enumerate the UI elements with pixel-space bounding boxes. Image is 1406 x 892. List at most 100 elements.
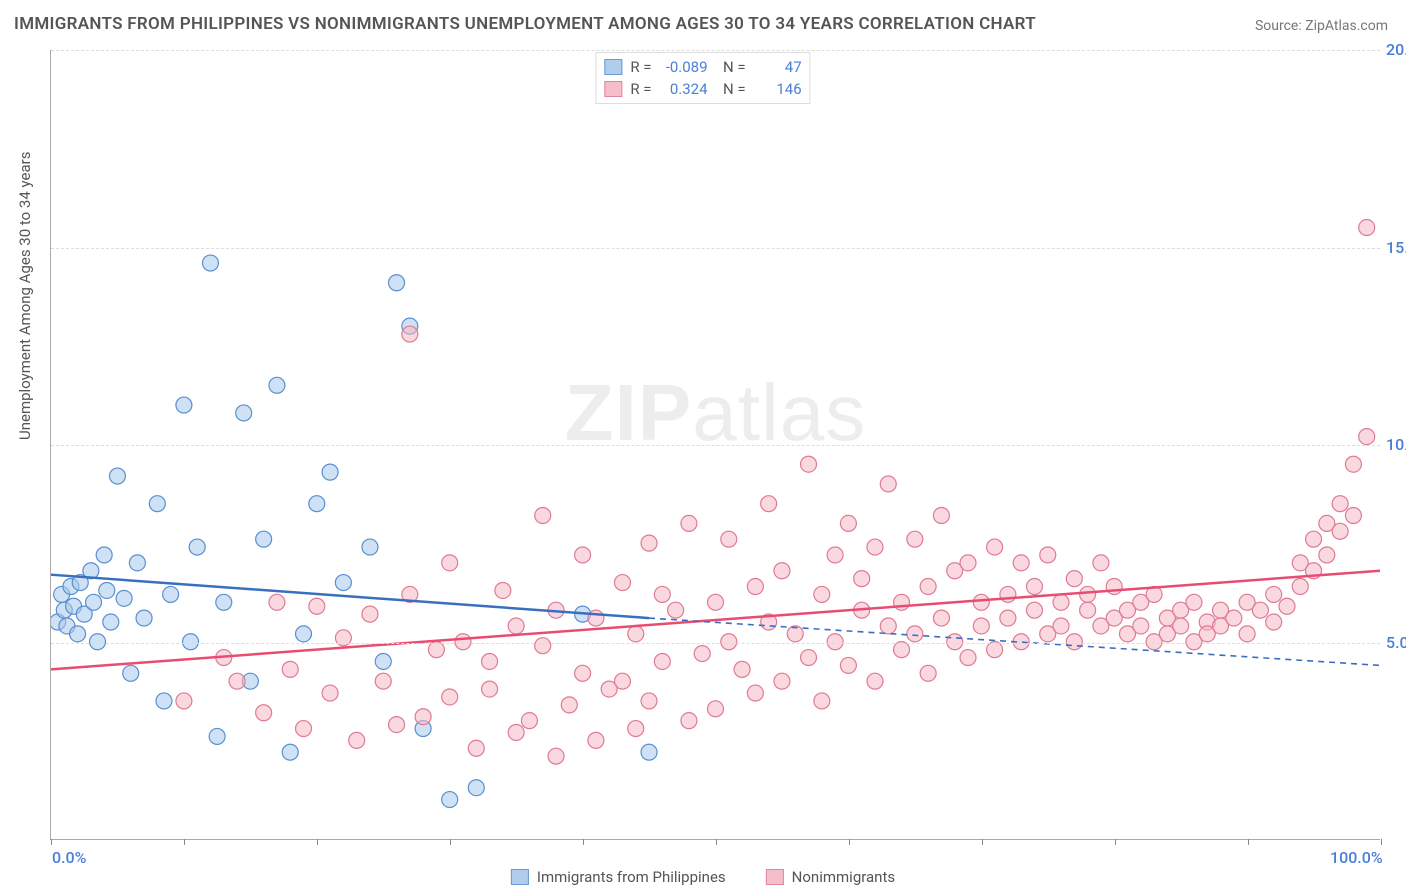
- n-label: N =: [716, 56, 746, 78]
- scatter-point-nonimmigrants: [854, 571, 870, 587]
- scatter-point-nonimmigrants: [761, 496, 777, 512]
- scatter-point-nonimmigrants: [322, 685, 338, 701]
- scatter-point-nonimmigrants: [1053, 618, 1069, 634]
- scatter-point-nonimmigrants: [1080, 586, 1096, 602]
- scatter-point-immigrants: [641, 744, 657, 760]
- n-value-immigrants: 47: [754, 56, 802, 78]
- r-label: R =: [630, 78, 651, 100]
- scatter-point-nonimmigrants: [987, 642, 1003, 658]
- scatter-point-immigrants: [256, 531, 272, 547]
- scatter-point-nonimmigrants: [1359, 220, 1375, 236]
- scatter-point-nonimmigrants: [1093, 555, 1109, 571]
- y-tick-label: 15.0%: [1386, 238, 1406, 257]
- scatter-point-nonimmigrants: [880, 476, 896, 492]
- scatter-point-nonimmigrants: [628, 721, 644, 737]
- source-attribution: Source: ZipAtlas.com: [1255, 18, 1388, 34]
- scatter-point-nonimmigrants: [1226, 610, 1242, 626]
- scatter-point-nonimmigrants: [933, 508, 949, 524]
- scatter-point-nonimmigrants: [814, 586, 830, 602]
- scatter-point-immigrants: [123, 665, 139, 681]
- scatter-point-nonimmigrants: [840, 515, 856, 531]
- scatter-point-nonimmigrants: [694, 646, 710, 662]
- scatter-point-nonimmigrants: [1080, 602, 1096, 618]
- stats-row-immigrants: R = -0.089 N = 47: [604, 56, 801, 78]
- gridline: [51, 643, 1380, 644]
- scatter-point-nonimmigrants: [668, 602, 684, 618]
- x-tick: [583, 839, 584, 845]
- scatter-point-nonimmigrants: [1332, 496, 1348, 512]
- scatter-point-nonimmigrants: [442, 689, 458, 705]
- gridline: [51, 445, 1380, 446]
- n-label: N =: [716, 78, 746, 100]
- scatter-point-nonimmigrants: [628, 626, 644, 642]
- scatter-point-nonimmigrants: [1066, 571, 1082, 587]
- scatter-point-nonimmigrants: [375, 673, 391, 689]
- r-label: R =: [630, 56, 651, 78]
- scatter-point-immigrants: [309, 496, 325, 512]
- scatter-point-nonimmigrants: [641, 535, 657, 551]
- gridline: [51, 248, 1380, 249]
- scatter-point-immigrants: [389, 275, 405, 291]
- scatter-point-immigrants: [156, 693, 172, 709]
- scatter-point-immigrants: [70, 626, 86, 642]
- scatter-point-immigrants: [362, 539, 378, 555]
- scatter-point-nonimmigrants: [747, 685, 763, 701]
- scatter-point-immigrants: [136, 610, 152, 626]
- legend-item-immigrants: Immigrants from Philippines: [511, 868, 726, 886]
- scatter-point-nonimmigrants: [309, 598, 325, 614]
- scatter-point-nonimmigrants: [296, 721, 312, 737]
- scatter-point-nonimmigrants: [933, 610, 949, 626]
- y-tick-label: 10.0%: [1386, 435, 1406, 454]
- x-tick: [450, 839, 451, 845]
- scatter-point-nonimmigrants: [960, 555, 976, 571]
- scatter-point-nonimmigrants: [747, 579, 763, 595]
- swatch-nonimmigrants-bottom: [766, 869, 784, 885]
- scatter-point-nonimmigrants: [1186, 594, 1202, 610]
- scatter-point-nonimmigrants: [1345, 508, 1361, 524]
- scatter-point-nonimmigrants: [508, 618, 524, 634]
- legend-label-immigrants: Immigrants from Philippines: [537, 868, 726, 886]
- scatter-point-nonimmigrants: [1292, 579, 1308, 595]
- x-tick: [1115, 839, 1116, 845]
- scatter-point-nonimmigrants: [442, 555, 458, 571]
- scatter-point-immigrants: [149, 496, 165, 512]
- scatter-point-immigrants: [99, 582, 115, 598]
- x-tick: [849, 839, 850, 845]
- y-tick-label: 20.0%: [1386, 40, 1406, 59]
- scatter-point-immigrants: [163, 586, 179, 602]
- scatter-point-nonimmigrants: [1266, 614, 1282, 630]
- scatter-point-nonimmigrants: [535, 638, 551, 654]
- scatter-point-immigrants: [322, 464, 338, 480]
- scatter-point-nonimmigrants: [708, 594, 724, 610]
- scatter-point-immigrants: [116, 590, 132, 606]
- scatter-point-nonimmigrants: [548, 748, 564, 764]
- scatter-point-nonimmigrants: [508, 724, 524, 740]
- scatter-point-nonimmigrants: [920, 665, 936, 681]
- gridline: [51, 50, 1380, 51]
- scatter-point-nonimmigrants: [521, 713, 537, 729]
- x-tick: [184, 839, 185, 845]
- scatter-point-immigrants: [86, 594, 102, 610]
- scatter-point-nonimmigrants: [654, 586, 670, 602]
- scatter-point-nonimmigrants: [575, 547, 591, 563]
- stats-row-nonimmigrants: R = 0.324 N = 146: [604, 78, 801, 100]
- x-tick: [1381, 839, 1382, 845]
- scatter-point-nonimmigrants: [654, 653, 670, 669]
- scatter-point-nonimmigrants: [1239, 626, 1255, 642]
- scatter-point-nonimmigrants: [482, 681, 498, 697]
- scatter-point-nonimmigrants: [561, 697, 577, 713]
- scatter-point-nonimmigrants: [415, 709, 431, 725]
- scatter-point-immigrants: [103, 614, 119, 630]
- scatter-point-nonimmigrants: [1026, 602, 1042, 618]
- correlation-chart: IMMIGRANTS FROM PHILIPPINES VS NONIMMIGR…: [0, 0, 1406, 892]
- scatter-point-nonimmigrants: [362, 606, 378, 622]
- scatter-point-nonimmigrants: [1252, 602, 1268, 618]
- scatter-point-nonimmigrants: [708, 701, 724, 717]
- scatter-point-immigrants: [109, 468, 125, 484]
- scatter-point-nonimmigrants: [774, 673, 790, 689]
- scatter-point-nonimmigrants: [801, 456, 817, 472]
- scatter-point-nonimmigrants: [880, 618, 896, 634]
- r-value-immigrants: -0.089: [660, 56, 708, 78]
- scatter-point-immigrants: [468, 780, 484, 796]
- swatch-nonimmigrants: [604, 81, 622, 97]
